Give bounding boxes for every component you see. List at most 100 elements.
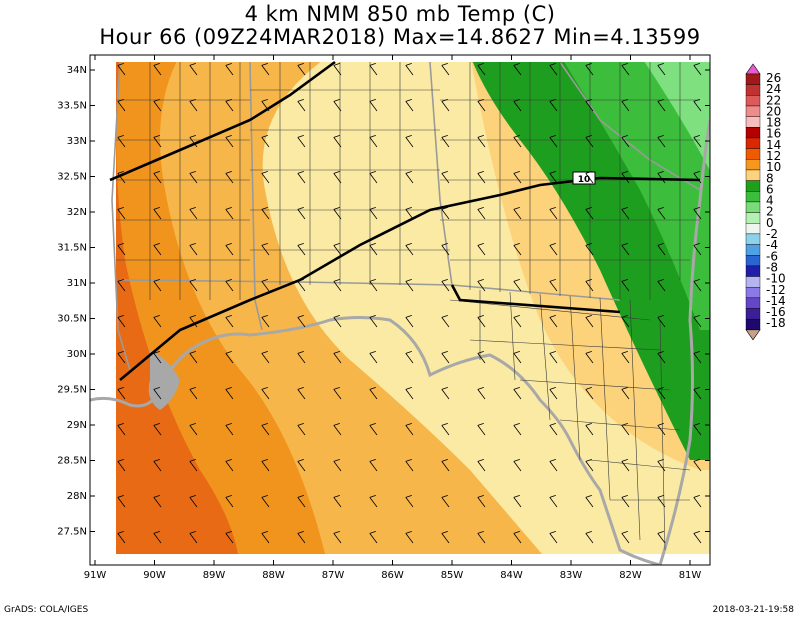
wind-barb: [405, 99, 414, 112]
wind-barb: [693, 351, 702, 364]
wind-barb: [621, 135, 630, 148]
colorbar-swatch: [745, 265, 761, 277]
wind-barb: [261, 99, 270, 112]
band-14-plus: [116, 62, 238, 554]
wind-barb: [513, 495, 522, 508]
wind-barb: [477, 171, 486, 184]
wind-barb: [117, 207, 126, 220]
wind-barb: [549, 171, 558, 184]
wind-barb: [585, 387, 594, 400]
lat-label: 32.5N: [57, 172, 87, 183]
i20-59: [109, 60, 336, 182]
wind-barb: [693, 207, 702, 220]
wind-barb: [621, 207, 630, 220]
wind-barb: [153, 99, 162, 112]
colorbar-label: 10: [766, 160, 781, 174]
wind-barb: [405, 423, 414, 436]
wind-barb: [657, 207, 666, 220]
wind-barb: [477, 423, 486, 436]
lon-label: 81W: [679, 570, 702, 581]
wind-barb: [117, 135, 126, 148]
wind-barb: [441, 135, 450, 148]
wind-barb: [153, 351, 162, 364]
lon-label: 83W: [560, 570, 583, 581]
wind-barb: [117, 99, 126, 112]
wind-barb: [261, 135, 270, 148]
wind-barb: [153, 531, 162, 544]
wind-barb: [513, 99, 522, 112]
wind-barb: [297, 423, 306, 436]
wind-barb: [585, 207, 594, 220]
wind-barb: [369, 315, 378, 328]
lat-label: 31N: [67, 278, 87, 289]
colorbar-label: 0: [766, 216, 774, 230]
wind-barb: [585, 99, 594, 112]
wind-barb: [477, 207, 486, 220]
colorbar-swatch: [745, 308, 761, 320]
wind-barb: [693, 63, 702, 76]
wind-barb: [621, 279, 630, 292]
colorbar-label: -14: [766, 294, 786, 308]
wind-barb: [261, 423, 270, 436]
colorbar-swatch: [745, 84, 761, 96]
wind-barb: [657, 63, 666, 76]
wind-barb: [153, 279, 162, 292]
wind-barb: [477, 243, 486, 256]
wind-barb: [657, 423, 666, 436]
wind-barb: [657, 135, 666, 148]
wind-barb: [117, 387, 126, 400]
wind-barb: [369, 63, 378, 76]
wind-barb: [369, 243, 378, 256]
county-lines: [116, 62, 700, 551]
wind-barb: [225, 531, 234, 544]
wind-barb: [693, 171, 702, 184]
wind-barb: [117, 459, 126, 472]
wind-barb: [369, 531, 378, 544]
wind-barb: [405, 207, 414, 220]
wind-barb: [261, 63, 270, 76]
wind-barb: [477, 495, 486, 508]
colorbar-label: 4: [766, 194, 774, 208]
wind-barb: [405, 315, 414, 328]
wind-barb: [225, 279, 234, 292]
wind-barb: [153, 135, 162, 148]
wind-barb: [189, 423, 198, 436]
wind-barb: [189, 99, 198, 112]
wind-barb: [297, 171, 306, 184]
colorbar-label: -6: [766, 249, 778, 263]
wind-barb: [297, 351, 306, 364]
footer-timestamp: 2018-03-21-19:58: [712, 605, 795, 615]
wind-barb: [621, 99, 630, 112]
wind-barb: [477, 315, 486, 328]
wind-barb: [333, 135, 342, 148]
wind-barb: [261, 351, 270, 364]
wind-barb: [117, 315, 126, 328]
map-subtitle: Hour 66 (09Z24MAR2018) Max=14.8627 Min=4…: [99, 25, 701, 49]
wind-barb: [693, 279, 702, 292]
wind-barb: [117, 531, 126, 544]
highway-shield-label: 10: [578, 175, 591, 185]
wind-barb: [549, 531, 558, 544]
colorbar-swatch: [745, 127, 761, 139]
wind-barb: [261, 531, 270, 544]
wind-barb: [333, 387, 342, 400]
wind-barb: [693, 315, 702, 328]
wind-barb: [585, 279, 594, 292]
wind-barb: [441, 279, 450, 292]
wind-barb: [657, 495, 666, 508]
wind-barb: [405, 63, 414, 76]
wind-barb: [369, 423, 378, 436]
wind-barb: [549, 243, 558, 256]
wind-barb: [513, 387, 522, 400]
colorbar-label: 8: [766, 171, 774, 185]
colorbar-swatch: [745, 276, 761, 288]
wind-barb: [225, 351, 234, 364]
wind-barb: [441, 63, 450, 76]
lat-label: 34N: [67, 65, 87, 76]
wind-barb: [621, 171, 630, 184]
wind-barb: [405, 351, 414, 364]
wind-barb: [297, 135, 306, 148]
wind-barb: [225, 99, 234, 112]
wind-barb: [117, 171, 126, 184]
wind-barb: [477, 387, 486, 400]
